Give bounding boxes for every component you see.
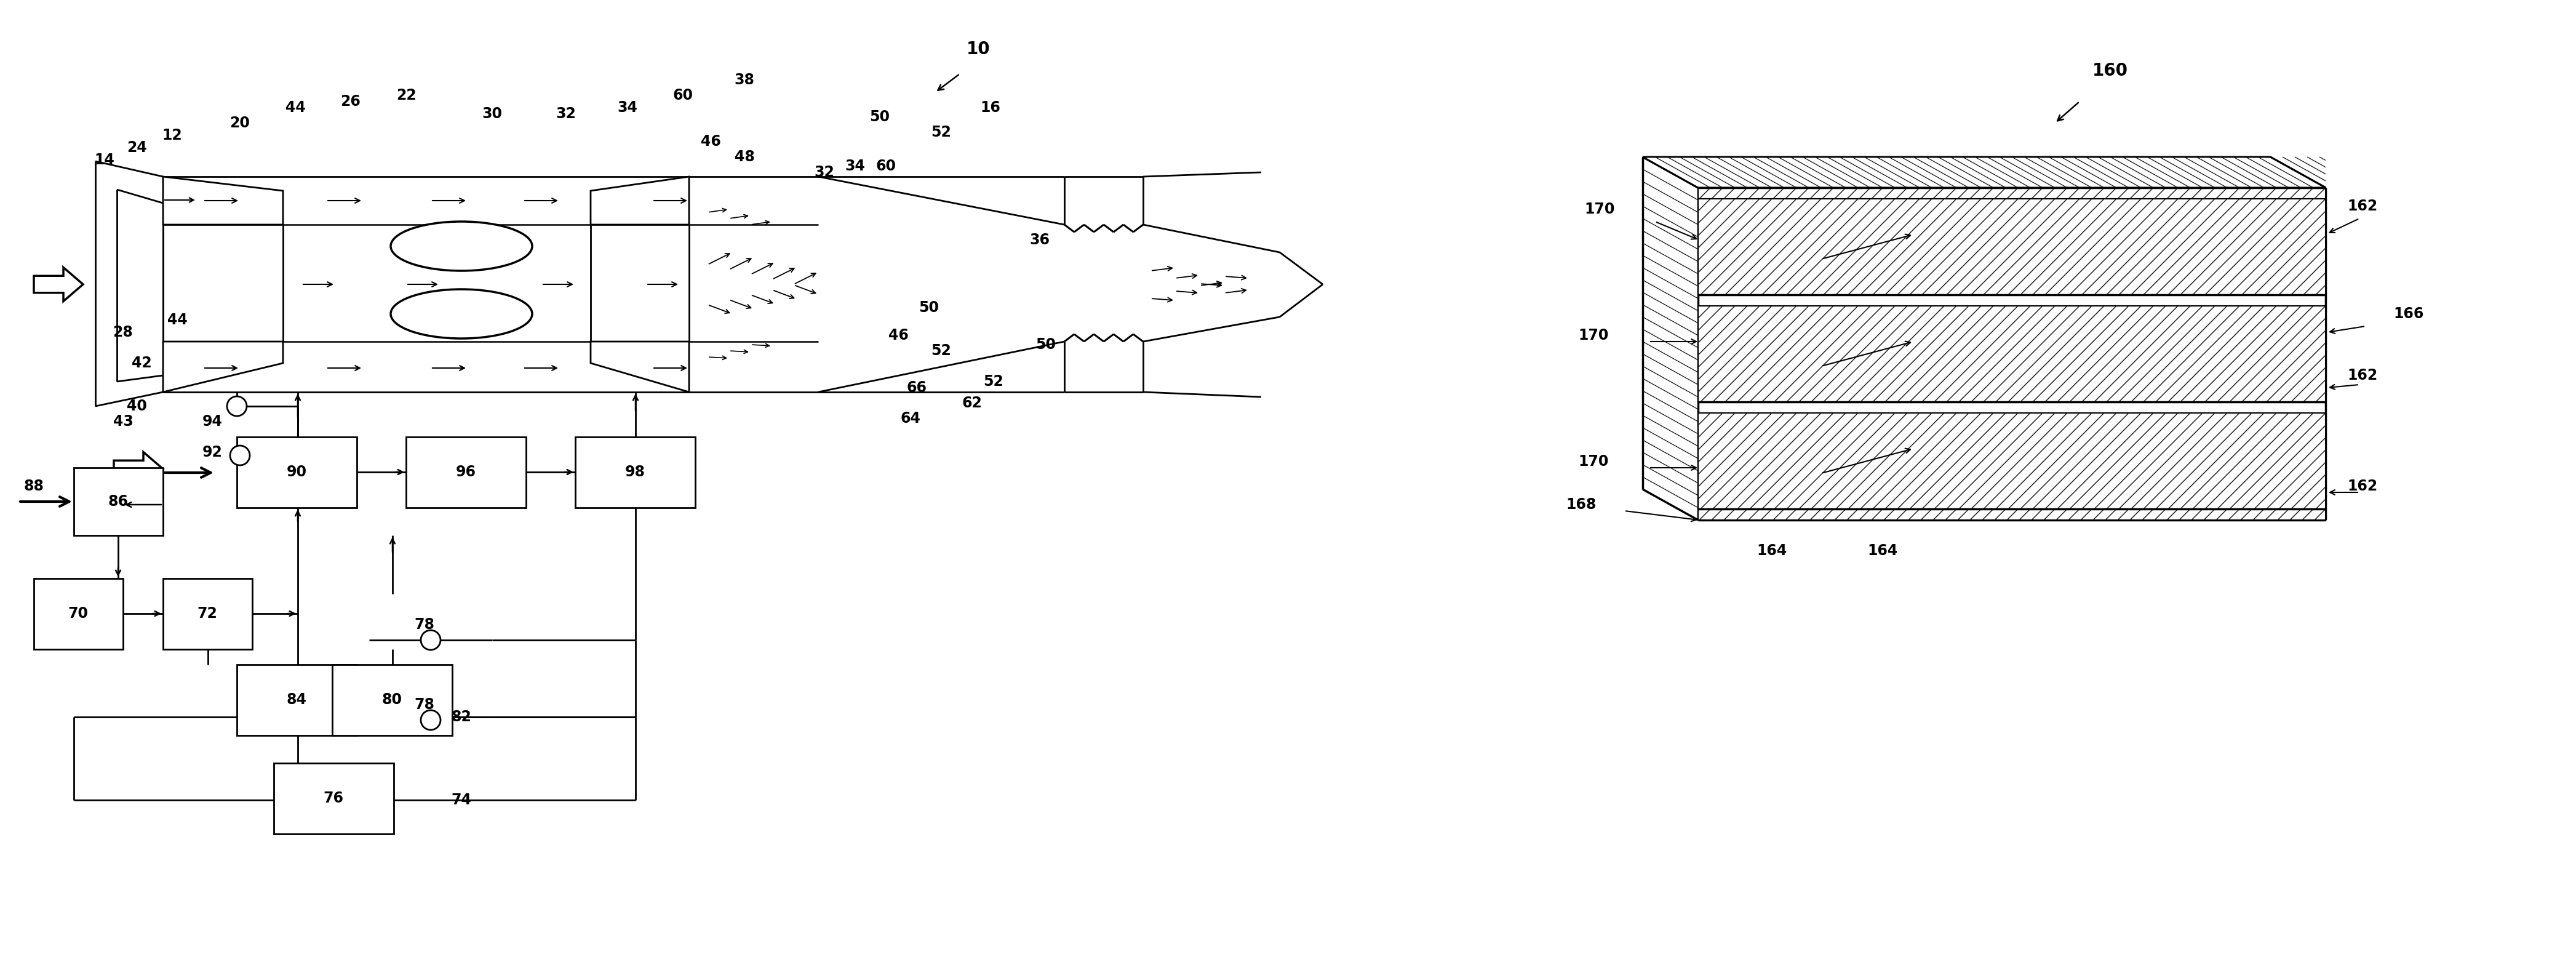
Text: 60: 60 <box>672 88 693 102</box>
Bar <box>407 437 526 508</box>
Text: 40: 40 <box>126 399 147 413</box>
Bar <box>1698 188 2326 199</box>
Text: 10: 10 <box>966 40 989 57</box>
Bar <box>1698 413 2326 509</box>
Text: 74: 74 <box>451 792 471 808</box>
Circle shape <box>420 631 440 650</box>
Text: 38: 38 <box>734 73 755 87</box>
Text: 60: 60 <box>876 159 896 173</box>
Text: 162: 162 <box>2347 199 2378 213</box>
Bar <box>237 665 358 735</box>
Bar <box>237 437 358 508</box>
Polygon shape <box>590 177 688 225</box>
Text: 30: 30 <box>482 106 502 122</box>
Text: 84: 84 <box>286 692 307 707</box>
Text: 88: 88 <box>23 478 44 494</box>
Text: 44: 44 <box>167 313 188 327</box>
Text: 170: 170 <box>1584 202 1615 216</box>
Ellipse shape <box>392 222 533 271</box>
Text: 46: 46 <box>701 134 721 149</box>
Text: 12: 12 <box>162 128 183 143</box>
Bar <box>273 763 394 834</box>
Polygon shape <box>162 177 283 225</box>
Text: 170: 170 <box>1579 455 1607 469</box>
Text: 20: 20 <box>229 116 250 130</box>
Polygon shape <box>590 342 688 392</box>
Text: 164: 164 <box>1757 544 1788 558</box>
Text: 14: 14 <box>95 152 116 167</box>
Text: 80: 80 <box>381 692 402 707</box>
Circle shape <box>227 396 247 416</box>
Text: 42: 42 <box>131 356 152 370</box>
Text: 44: 44 <box>286 100 307 115</box>
Text: 52: 52 <box>930 344 951 358</box>
Text: 166: 166 <box>2393 306 2424 322</box>
Text: 78: 78 <box>415 617 435 632</box>
Text: 32: 32 <box>556 106 577 122</box>
Polygon shape <box>113 452 162 486</box>
Text: 76: 76 <box>325 790 343 806</box>
Bar <box>33 579 124 649</box>
Bar <box>1698 199 2326 295</box>
Text: 62: 62 <box>961 396 981 411</box>
Text: 48: 48 <box>734 149 755 165</box>
Bar <box>162 579 252 649</box>
Text: 24: 24 <box>126 141 147 155</box>
Text: 98: 98 <box>626 465 644 479</box>
Text: 66: 66 <box>907 380 927 395</box>
Text: 43: 43 <box>113 414 134 429</box>
Text: 86: 86 <box>108 494 129 509</box>
Ellipse shape <box>392 289 533 339</box>
Text: 22: 22 <box>397 88 417 102</box>
Text: 160: 160 <box>2092 62 2128 79</box>
Polygon shape <box>33 267 82 301</box>
Text: 70: 70 <box>67 606 88 621</box>
Text: 34: 34 <box>618 100 639 115</box>
Text: 92: 92 <box>201 445 222 459</box>
Text: 164: 164 <box>1868 544 1899 558</box>
Bar <box>75 468 162 535</box>
Text: 26: 26 <box>340 94 361 109</box>
Text: 50: 50 <box>1036 337 1056 352</box>
Bar <box>574 437 696 508</box>
Text: 28: 28 <box>113 325 134 340</box>
Bar <box>1698 306 2326 402</box>
Text: 52: 52 <box>984 374 1005 389</box>
Text: 162: 162 <box>2347 368 2378 383</box>
Bar <box>1698 509 2326 520</box>
Text: 170: 170 <box>1579 328 1607 343</box>
Text: 94: 94 <box>201 414 222 429</box>
Text: 96: 96 <box>456 465 477 479</box>
Text: 78: 78 <box>415 698 435 712</box>
Circle shape <box>229 446 250 465</box>
Circle shape <box>420 710 440 730</box>
Text: 32: 32 <box>814 165 835 180</box>
Text: 162: 162 <box>2347 478 2378 494</box>
Polygon shape <box>1643 157 2326 188</box>
Text: 72: 72 <box>198 606 216 621</box>
Polygon shape <box>162 342 283 392</box>
Text: 50: 50 <box>920 300 940 315</box>
Bar <box>332 665 453 735</box>
Text: 16: 16 <box>981 100 999 115</box>
Text: 34: 34 <box>845 159 866 173</box>
Text: 64: 64 <box>902 412 920 426</box>
Text: 168: 168 <box>1566 498 1597 512</box>
Text: 50: 50 <box>871 109 889 124</box>
Text: 90: 90 <box>286 465 307 479</box>
Text: 52: 52 <box>930 125 951 140</box>
Text: 36: 36 <box>1030 233 1051 248</box>
Text: 46: 46 <box>889 328 909 343</box>
Text: 82: 82 <box>451 709 471 724</box>
